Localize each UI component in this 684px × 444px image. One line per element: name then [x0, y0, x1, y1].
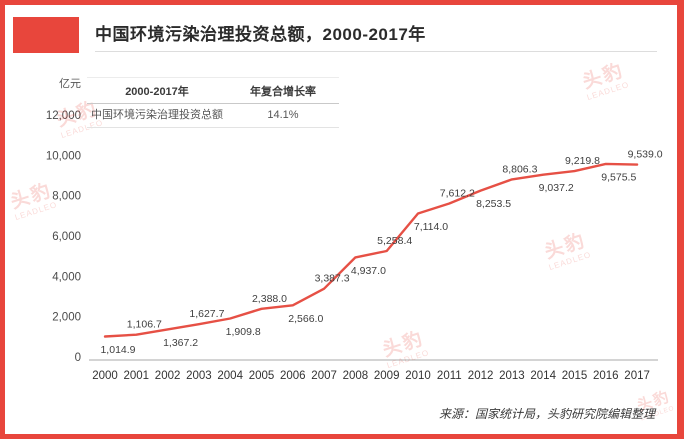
x-tick-label: 2016 — [593, 370, 619, 382]
data-point-label: 3,387.3 — [315, 273, 350, 285]
x-tick-label: 2003 — [186, 370, 212, 382]
data-point-label: 9,575.5 — [601, 171, 636, 183]
y-tick-label: 10,000 — [46, 150, 81, 162]
title-accent-block — [13, 17, 79, 53]
title-divider — [95, 51, 657, 52]
x-tick-label: 2010 — [405, 370, 431, 382]
data-point-label: 9,539.0 — [628, 149, 663, 161]
x-tick-label: 2014 — [530, 370, 556, 382]
x-tick-label: 2011 — [437, 370, 462, 382]
data-point-label: 9,219.8 — [565, 155, 600, 167]
x-tick-label: 2006 — [280, 370, 306, 382]
data-point-label: 1,909.8 — [226, 326, 261, 338]
summary-table: 2000-2017年 年复合增长率 中国环境污染治理投资总额 14.1% — [87, 77, 339, 129]
x-tick-label: 2009 — [374, 370, 400, 382]
x-tick-label: 2004 — [217, 370, 243, 382]
x-tick-label: 2000 — [92, 370, 118, 382]
source-note: 来源：国家统计局，头豹研究院编辑整理 — [438, 407, 655, 421]
data-point-label: 1,627.7 — [189, 308, 224, 320]
y-tick-label: 4,000 — [52, 271, 81, 283]
chart-svg: 亿元 0 2,000 4,000 6,000 8,000 10,000 12,000 2000 2… — [46, 77, 663, 382]
y-tick-label: 8,000 — [52, 191, 81, 203]
y-tick-label: 12,000 — [46, 110, 81, 122]
summary-table-row: 中国环境污染治理投资总额 14.1% — [87, 103, 339, 129]
data-point-label: 1,106.7 — [127, 319, 162, 331]
x-tick-label: 2001 — [124, 370, 150, 382]
data-point-label: 7,612.2 — [440, 188, 475, 200]
x-tick-label: 2013 — [499, 370, 525, 382]
data-point-label: 4,937.0 — [351, 265, 386, 277]
y-axis-unit-label: 亿元 — [59, 77, 81, 90]
summary-table-cagr-value: 14.1% — [227, 103, 339, 129]
x-tick-label: 2005 — [249, 370, 275, 382]
x-tick-label: 2002 — [155, 370, 181, 382]
data-point-label: 9,037.2 — [539, 182, 574, 194]
data-point-label: 7,114.0 — [414, 221, 448, 233]
data-point-label: 5,258.4 — [377, 235, 412, 247]
summary-table-header-cagr: 年复合增长率 — [227, 77, 339, 104]
investment-line-series — [103, 162, 639, 338]
y-tick-label: 2,000 — [52, 312, 81, 324]
summary-table-header-period: 2000-2017年 — [87, 77, 227, 104]
data-point-label: 2,566.0 — [288, 313, 323, 325]
summary-table-header-row: 2000-2017年 年复合增长率 — [87, 77, 339, 104]
page-title: 中国环境污染治理投资总额，2000-2017年 — [95, 25, 426, 44]
x-tick-label: 2007 — [311, 370, 337, 382]
y-tick-label: 6,000 — [52, 231, 81, 243]
x-tick-label: 2015 — [562, 370, 588, 382]
x-tick-label: 2017 — [624, 370, 650, 382]
data-point-label: 1,367.2 — [163, 337, 198, 349]
data-point-label: 8,253.5 — [476, 198, 511, 210]
data-point-label: 2,388.0 — [252, 293, 287, 305]
x-tick-label: 2012 — [468, 370, 494, 382]
data-point-label: 8,806.3 — [502, 163, 537, 175]
y-tick-label: 0 — [75, 352, 81, 364]
summary-table-metric-label: 中国环境污染治理投资总额 — [87, 103, 227, 129]
data-point-label: 1,014.9 — [100, 344, 135, 356]
x-tick-label: 2008 — [343, 370, 369, 382]
